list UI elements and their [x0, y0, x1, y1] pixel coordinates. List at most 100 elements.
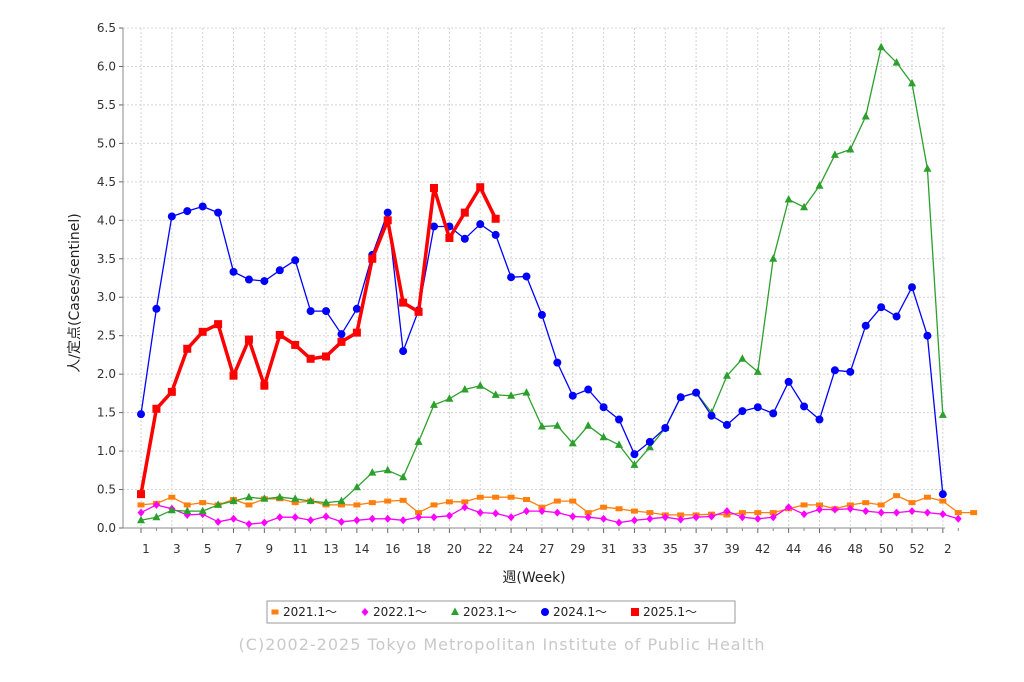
data-point — [460, 234, 469, 243]
data-point — [152, 512, 161, 521]
data-point — [784, 195, 793, 203]
data-point — [646, 510, 654, 516]
series-5 — [137, 183, 500, 499]
x-tick-label: 3 — [173, 542, 181, 556]
data-point — [445, 234, 454, 242]
legend-marker — [631, 608, 639, 616]
data-point — [754, 514, 762, 523]
x-tick-label: 5 — [204, 542, 212, 556]
y-tick-label: 1.0 — [97, 444, 116, 458]
data-point — [275, 330, 284, 339]
data-point — [738, 407, 747, 416]
legend-box — [266, 600, 736, 624]
data-point — [399, 516, 407, 525]
data-point — [630, 516, 638, 525]
data-point — [445, 394, 454, 402]
data-point — [167, 505, 176, 514]
data-point — [291, 500, 299, 506]
data-point — [476, 494, 484, 500]
data-point — [923, 331, 932, 340]
data-point — [676, 393, 685, 402]
data-point — [877, 502, 885, 508]
x-tick-label: 31 — [601, 542, 616, 556]
data-point — [584, 513, 592, 522]
credit-text: (C)2002-2025 Tokyo Metropolitan Institut… — [239, 635, 766, 654]
data-point — [862, 500, 870, 506]
data-point — [415, 513, 423, 522]
data-point — [784, 377, 793, 386]
data-point — [337, 517, 345, 526]
data-point — [260, 518, 268, 527]
data-point — [537, 421, 546, 430]
data-point — [769, 510, 777, 516]
data-point — [861, 321, 870, 330]
data-point — [569, 512, 577, 521]
data-point — [615, 506, 623, 512]
legend-marker — [361, 608, 369, 616]
legend-marker — [451, 607, 459, 615]
data-point — [753, 403, 762, 412]
data-point — [645, 442, 654, 451]
data-point — [522, 272, 531, 281]
data-point — [368, 514, 376, 523]
data-point — [244, 335, 253, 344]
data-point — [306, 496, 315, 505]
data-point — [754, 510, 762, 516]
data-point — [492, 494, 500, 500]
data-point — [537, 310, 546, 319]
x-tick-label: 1 — [142, 542, 150, 556]
data-point — [306, 307, 315, 316]
data-point — [522, 388, 531, 396]
y-tick-label: 1.5 — [97, 406, 116, 420]
legend: 2021.1～ 2022.1～ 2023.1～ 2024.1～ 2025.1～ — [266, 600, 736, 624]
x-tick-label: 7 — [235, 542, 243, 556]
data-point — [399, 298, 408, 307]
data-point — [553, 498, 561, 504]
data-point — [322, 498, 331, 506]
data-point — [523, 497, 530, 503]
data-point — [460, 385, 469, 393]
y-axis-label: 人/定点(Cases/sentinel) — [67, 213, 83, 372]
data-point — [167, 212, 176, 221]
data-point — [939, 510, 947, 519]
data-point — [615, 415, 624, 424]
data-point — [414, 437, 423, 445]
data-point — [877, 42, 886, 51]
series-4 — [137, 202, 947, 499]
data-point — [214, 517, 222, 526]
data-point — [815, 415, 824, 424]
data-point — [352, 328, 361, 337]
data-point — [214, 500, 223, 508]
data-point — [244, 492, 253, 501]
data-point — [229, 496, 238, 505]
data-point — [861, 111, 870, 120]
data-point — [584, 421, 593, 429]
x-tick-label: 33 — [632, 542, 647, 556]
data-point — [260, 381, 269, 390]
x-tick-label: 18 — [416, 542, 431, 556]
x-tick-label: 20 — [447, 542, 462, 556]
data-point — [152, 404, 161, 413]
data-point — [568, 438, 577, 447]
data-point — [307, 516, 315, 525]
data-point — [368, 468, 377, 476]
data-point — [445, 511, 453, 520]
data-point — [954, 514, 962, 523]
data-point — [291, 340, 300, 349]
data-point — [291, 513, 299, 522]
x-tick-label: 50 — [879, 542, 894, 556]
x-tick-label: 35 — [663, 542, 678, 556]
data-point — [600, 514, 608, 523]
data-point — [615, 518, 623, 527]
data-point — [553, 358, 562, 367]
data-point — [661, 513, 669, 522]
data-point — [167, 387, 176, 396]
data-point — [353, 516, 361, 525]
legend-item: 2022.1～ — [361, 605, 427, 619]
x-tick-label: 29 — [570, 542, 585, 556]
data-point — [753, 367, 762, 375]
data-point — [137, 515, 145, 524]
x-tick-label: 27 — [539, 542, 554, 556]
data-point — [908, 283, 916, 292]
